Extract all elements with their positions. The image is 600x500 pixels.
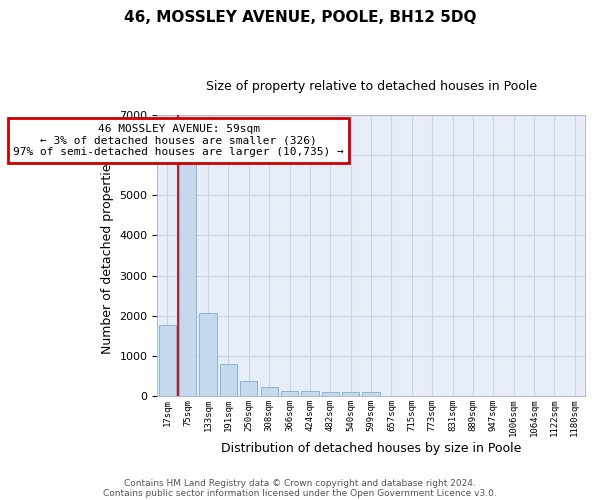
Y-axis label: Number of detached properties: Number of detached properties <box>101 157 114 354</box>
Bar <box>220 364 237 396</box>
Bar <box>199 312 217 396</box>
Bar <box>362 392 380 396</box>
Bar <box>281 391 298 396</box>
Bar <box>240 381 257 396</box>
Bar <box>301 392 319 396</box>
Bar <box>179 164 196 396</box>
Bar <box>342 392 359 396</box>
Text: Contains public sector information licensed under the Open Government Licence v3: Contains public sector information licen… <box>103 488 497 498</box>
Text: 46 MOSSLEY AVENUE: 59sqm
← 3% of detached houses are smaller (326)
97% of semi-d: 46 MOSSLEY AVENUE: 59sqm ← 3% of detache… <box>13 124 344 157</box>
X-axis label: Distribution of detached houses by size in Poole: Distribution of detached houses by size … <box>221 442 521 455</box>
Bar <box>322 392 339 396</box>
Bar <box>260 387 278 396</box>
Text: Contains HM Land Registry data © Crown copyright and database right 2024.: Contains HM Land Registry data © Crown c… <box>124 478 476 488</box>
Bar <box>158 324 176 396</box>
Title: Size of property relative to detached houses in Poole: Size of property relative to detached ho… <box>205 80 536 93</box>
Text: 46, MOSSLEY AVENUE, POOLE, BH12 5DQ: 46, MOSSLEY AVENUE, POOLE, BH12 5DQ <box>124 10 476 25</box>
